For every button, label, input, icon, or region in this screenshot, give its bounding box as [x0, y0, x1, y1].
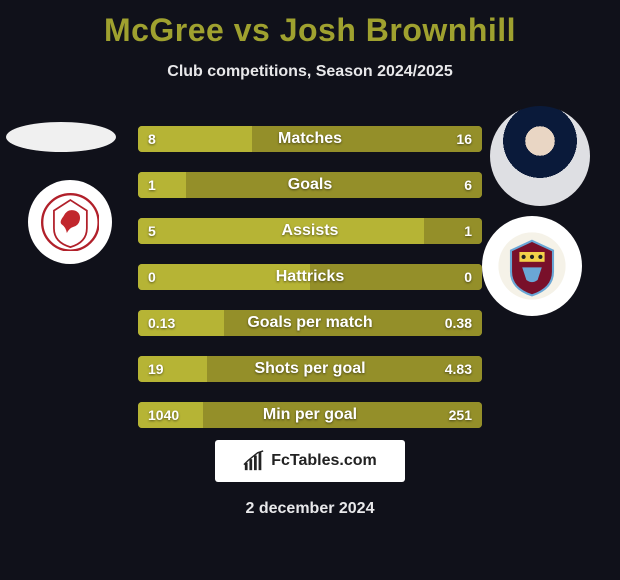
stat-row: Goals per match0.13 0.38 — [138, 310, 482, 336]
stat-label: Hattricks — [138, 264, 482, 290]
shield-crest-icon — [497, 231, 567, 301]
stat-row: Min per goal1040 251 — [138, 402, 482, 428]
stat-value-left: 19 — [138, 356, 174, 382]
page-subtitle: Club competitions, Season 2024/2025 — [0, 63, 620, 81]
club-left-logo — [28, 180, 112, 264]
stat-row: Matches8 16 — [138, 126, 482, 152]
stat-value-left: 8 — [138, 126, 166, 152]
footer-date: 2 december 2024 — [0, 500, 620, 518]
stat-value-left: 5 — [138, 218, 166, 244]
stat-label: Shots per goal — [138, 356, 482, 382]
stat-row: Shots per goal19 4.83 — [138, 356, 482, 382]
stat-row: Goals1 6 — [138, 172, 482, 198]
stat-label: Min per goal — [138, 402, 482, 428]
stat-value-right: 251 — [439, 402, 482, 428]
footer-brand-text: FcTables.com — [271, 452, 377, 470]
footer-brand: FcTables.com — [215, 440, 405, 482]
stat-value-left: 1 — [138, 172, 166, 198]
page-title: McGree vs Josh Brownhill — [0, 0, 620, 49]
club-right-logo — [482, 216, 582, 316]
stat-value-right: 0.38 — [435, 310, 482, 336]
stat-value-right: 1 — [454, 218, 482, 244]
stat-label: Assists — [138, 218, 482, 244]
stat-value-right: 16 — [446, 126, 482, 152]
stats-bars: Matches816Goals16Assists51Hattricks00Goa… — [138, 126, 482, 448]
stat-value-right: 6 — [454, 172, 482, 198]
player-right-avatar — [490, 106, 590, 206]
stat-value-right: 4.83 — [435, 356, 482, 382]
stat-value-left: 0 — [138, 264, 166, 290]
stat-label: Matches — [138, 126, 482, 152]
shield-lion-icon — [41, 193, 100, 252]
player-left-avatar — [6, 122, 116, 152]
stat-label: Goals per match — [138, 310, 482, 336]
stat-value-left: 0.13 — [138, 310, 185, 336]
stat-value-right: 0 — [454, 264, 482, 290]
chart-icon — [243, 450, 265, 472]
stat-label: Goals — [138, 172, 482, 198]
stat-row: Hattricks0 0 — [138, 264, 482, 290]
stat-value-left: 1040 — [138, 402, 189, 428]
stat-row: Assists5 1 — [138, 218, 482, 244]
